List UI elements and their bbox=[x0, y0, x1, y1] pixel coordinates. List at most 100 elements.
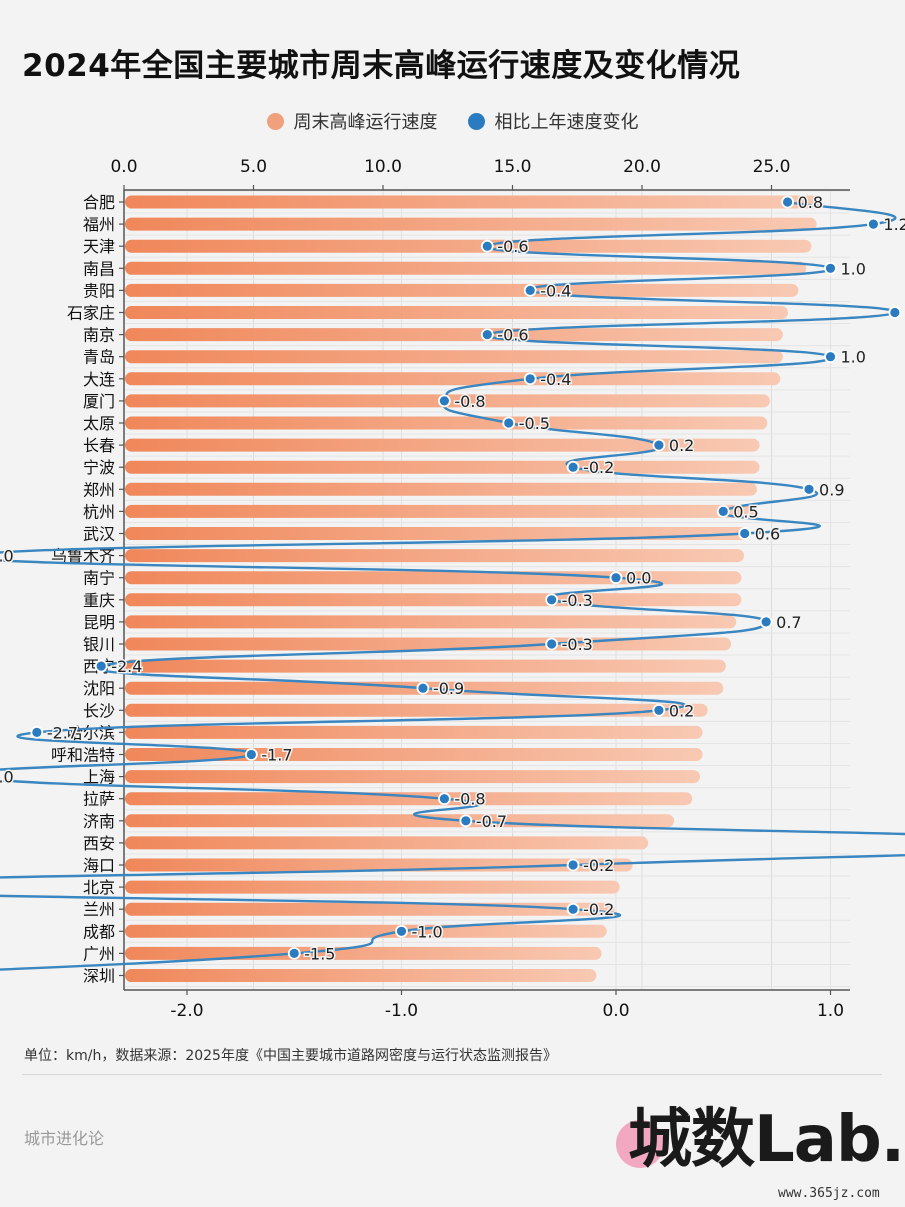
speed-bar bbox=[125, 593, 742, 607]
change-label: 0.9 bbox=[819, 480, 844, 499]
change-label: 1.0 bbox=[841, 348, 866, 367]
city-label: 福州 bbox=[83, 215, 115, 234]
top-axis-tick-label: 10.0 bbox=[364, 157, 402, 177]
speed-bar bbox=[125, 306, 789, 319]
city-label: 大连 bbox=[83, 370, 115, 389]
city-label: 昆明 bbox=[83, 613, 115, 632]
speed-bar bbox=[125, 416, 768, 430]
change-label: 0.8 bbox=[798, 193, 823, 212]
change-label: -1.7 bbox=[261, 746, 292, 765]
change-label: -3.0 bbox=[0, 768, 14, 787]
change-label: -0.7 bbox=[476, 812, 507, 831]
change-label: -0.6 bbox=[497, 237, 528, 256]
change-point bbox=[802, 482, 816, 496]
change-point bbox=[781, 195, 794, 209]
city-label: 天津 bbox=[83, 237, 115, 256]
city-label: 深圳 bbox=[83, 967, 115, 986]
legend-label-speed: 周末高峰运行速度 bbox=[293, 112, 438, 133]
change-point bbox=[94, 659, 108, 673]
bottom-axis-tick-label: 1.0 bbox=[817, 1001, 844, 1021]
speed-bar bbox=[125, 527, 750, 540]
speed-bar bbox=[125, 504, 755, 518]
logo-text: 城数Lab. bbox=[628, 1103, 905, 1177]
speed-bar bbox=[125, 659, 726, 673]
change-label: -0.2 bbox=[583, 458, 614, 477]
change-point bbox=[502, 416, 516, 430]
change-label: -0.8 bbox=[454, 790, 485, 809]
legend-label-change: 相比上年速度变化 bbox=[494, 112, 639, 133]
city-label: 北京 bbox=[83, 878, 115, 897]
speed-bar bbox=[125, 239, 812, 253]
city-label: 乌鲁木齐 bbox=[51, 547, 115, 566]
speed-bar bbox=[125, 703, 708, 717]
city-label: 宁波 bbox=[83, 458, 115, 477]
city-label: 银川 bbox=[83, 635, 115, 654]
change-point bbox=[480, 328, 494, 342]
footnote: 单位：km/h，数据来源：2025年度《中国主要城市道路网密度与运行状态监测报告… bbox=[24, 1048, 557, 1064]
speed-bar bbox=[125, 924, 607, 938]
brand-text: 城市进化论 bbox=[24, 1129, 105, 1148]
change-label: 0.0 bbox=[626, 569, 651, 588]
change-label: -2.4 bbox=[111, 657, 142, 676]
speed-bar bbox=[125, 482, 757, 496]
change-point bbox=[609, 571, 623, 585]
speed-bar bbox=[125, 372, 781, 386]
change-point bbox=[459, 814, 473, 828]
city-label: 南京 bbox=[83, 326, 115, 345]
change-point bbox=[867, 217, 880, 231]
city-label: 济南 bbox=[83, 812, 115, 831]
change-label: -0.3 bbox=[562, 635, 593, 654]
city-label: 郑州 bbox=[83, 480, 115, 499]
speed-bar bbox=[125, 217, 817, 231]
top-axis-tick-label: 15.0 bbox=[494, 157, 532, 177]
change-point bbox=[244, 748, 258, 761]
change-label: 0.6 bbox=[755, 525, 780, 544]
change-label: -0.6 bbox=[497, 326, 528, 345]
change-label: -0.3 bbox=[562, 591, 593, 610]
city-label: 呼和浩特 bbox=[51, 746, 115, 765]
legend-item-change: 相比上年速度变化 bbox=[467, 108, 639, 134]
city-label: 杭州 bbox=[83, 502, 115, 521]
change-label: -0.2 bbox=[583, 856, 614, 875]
city-label: 青岛 bbox=[83, 348, 115, 367]
change-label: 1.2 bbox=[883, 215, 905, 234]
city-label: 南昌 bbox=[83, 259, 115, 278]
bottom-axis-tick-label: 0.0 bbox=[602, 1001, 629, 1021]
speed-bar bbox=[125, 792, 693, 806]
city-label: 上海 bbox=[83, 768, 115, 787]
change-point bbox=[416, 681, 430, 695]
change-point bbox=[738, 527, 752, 540]
city-label: 成都 bbox=[83, 922, 115, 941]
change-label: -0.2 bbox=[583, 900, 614, 919]
legend-swatch-change bbox=[467, 112, 485, 130]
speed-bar bbox=[125, 571, 742, 585]
change-point bbox=[523, 372, 537, 386]
speed-bar bbox=[125, 880, 620, 894]
speed-bar bbox=[125, 725, 703, 739]
chart-title: 2024年全国主要城市周末高峰运行速度及变化情况 bbox=[22, 48, 741, 84]
change-point bbox=[566, 902, 580, 916]
speed-bar bbox=[125, 770, 700, 784]
city-label: 西安 bbox=[83, 834, 115, 853]
change-label: -0.5 bbox=[519, 414, 550, 433]
legend-swatch-speed bbox=[266, 112, 284, 130]
speed-bar bbox=[125, 946, 602, 960]
change-point bbox=[437, 792, 451, 806]
speed-bar bbox=[125, 438, 760, 452]
city-label: 太原 bbox=[83, 414, 115, 433]
footer-divider bbox=[22, 1074, 882, 1075]
city-label: 武汉 bbox=[83, 525, 115, 544]
speed-bar bbox=[125, 836, 649, 850]
speed-bar bbox=[125, 969, 597, 982]
change-point bbox=[566, 460, 580, 474]
change-label: -2.7 bbox=[47, 723, 78, 742]
city-label: 海口 bbox=[83, 856, 115, 875]
change-point bbox=[759, 615, 773, 629]
change-label: -0.8 bbox=[454, 392, 485, 411]
top-axis-tick-label: 5.0 bbox=[240, 157, 267, 177]
legend-item-speed: 周末高峰运行速度 bbox=[266, 108, 438, 134]
change-point bbox=[30, 726, 44, 739]
speed-bar bbox=[125, 328, 783, 342]
top-axis-tick-label: 25.0 bbox=[753, 157, 791, 177]
change-point bbox=[287, 947, 301, 960]
